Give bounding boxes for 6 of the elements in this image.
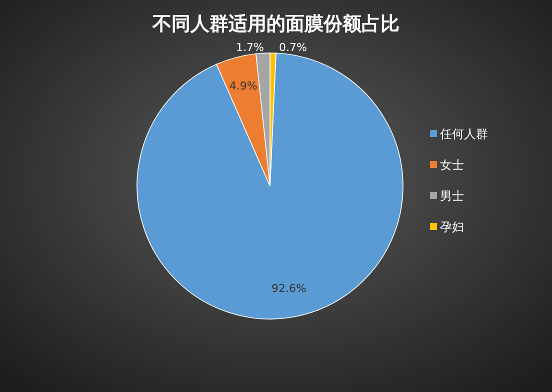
- legend-label: 孕妇: [440, 220, 464, 234]
- pie-slice: [136, 52, 404, 320]
- legend-label: 女士: [440, 158, 464, 172]
- chart-title: 不同人群适用的面膜份额占比: [152, 13, 400, 35]
- legend-label: 男士: [440, 189, 464, 203]
- slice-label: 任何人群: [439, 127, 488, 141]
